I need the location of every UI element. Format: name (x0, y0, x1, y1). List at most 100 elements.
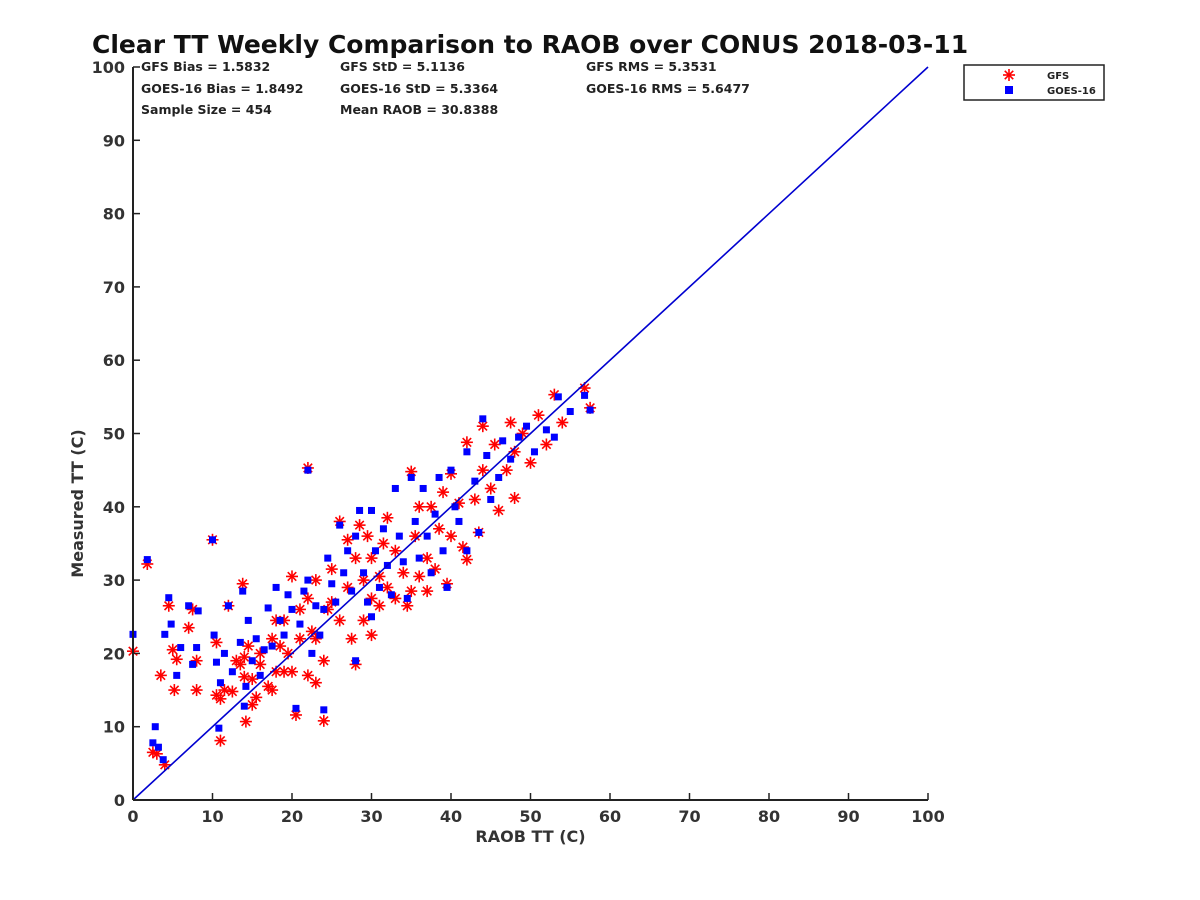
goes-point (411, 517, 419, 525)
gfs-point (254, 658, 267, 671)
goes-point (356, 506, 364, 514)
goes-point (375, 583, 383, 591)
gfs-point (166, 643, 179, 656)
gfs-point (341, 533, 354, 546)
goes-point (167, 620, 175, 628)
goes-point (149, 739, 157, 747)
goes-point (451, 503, 459, 511)
gfs-point (460, 436, 473, 449)
x-tick-label: 50 (519, 807, 541, 826)
gfs-point (162, 599, 175, 612)
gfs-point (357, 614, 370, 627)
goes-point (371, 547, 379, 555)
y-tick-label: 0 (114, 791, 125, 810)
goes-point (554, 393, 562, 401)
gfs-point (500, 464, 513, 477)
x-tick-label: 40 (440, 807, 462, 826)
goes-series (129, 391, 594, 764)
goes-point (479, 415, 487, 423)
gfs-point (468, 493, 481, 506)
x-ticks: 0 10 20 30 40 50 60 70 80 90 100 (127, 793, 945, 826)
gfs-point (492, 504, 505, 517)
gfs-point (365, 629, 378, 642)
goes-point (352, 657, 360, 665)
y-tick-label: 90 (103, 131, 125, 150)
gfs-point (397, 566, 410, 579)
goes-point (209, 536, 216, 544)
goes-point (312, 602, 320, 610)
goes-point (463, 547, 471, 555)
one-to-one-line (132, 66, 929, 801)
goes-point (216, 679, 224, 687)
gfs-point (476, 464, 489, 477)
goes-point (260, 646, 268, 654)
goes-point (276, 616, 284, 624)
y-ticks: 0 10 20 30 40 50 60 70 80 90 100 (92, 58, 140, 810)
goes-point (455, 517, 463, 525)
goes-point (423, 532, 431, 540)
gfs-point (421, 552, 434, 565)
goes-point (173, 671, 181, 679)
goes-point (439, 547, 447, 555)
gfs-point (405, 585, 418, 598)
gfs-point (282, 647, 295, 660)
gfs-point (349, 552, 362, 565)
goes-point (244, 616, 252, 624)
gfs-point (190, 684, 203, 697)
stat-goes-rms: GOES-16 RMS = 5.6477 (586, 81, 750, 96)
legend-box (963, 64, 1105, 101)
goes-point (581, 391, 589, 399)
legend: GFS GOES-16 (963, 64, 1105, 101)
gfs-point (274, 640, 287, 653)
y-tick-label: 60 (103, 351, 125, 370)
gfs-point (168, 684, 181, 697)
gfs-point (524, 456, 537, 469)
x-axis-label: RAOB TT (C) (475, 827, 585, 846)
goes-point (352, 532, 360, 540)
legend-gfs-asterisk (1003, 69, 1015, 81)
stat-gfs-bias: GFS Bias = 1.5832 (141, 59, 271, 74)
goes-point (280, 631, 288, 639)
gfs-point (246, 673, 259, 686)
goes-point (387, 591, 395, 599)
x-tick-label: 100 (911, 807, 944, 826)
goes-point (499, 437, 507, 445)
y-tick-label: 10 (103, 718, 125, 737)
goes-point (185, 602, 193, 610)
x-tick-label: 30 (360, 807, 382, 826)
x-tick-label: 60 (599, 807, 621, 826)
goes-point (431, 510, 439, 518)
gfs-point (170, 653, 183, 666)
goes-point (304, 466, 312, 474)
gfs-point (484, 482, 497, 495)
goes-point (316, 631, 324, 639)
gfs-point (389, 544, 402, 557)
gfs-point (182, 621, 195, 634)
legend-gfs-marker (1003, 69, 1015, 81)
goes-point (151, 723, 159, 731)
gfs-point (532, 409, 545, 422)
goes-point (336, 521, 344, 529)
gfs-point (154, 669, 167, 682)
goes-point (242, 682, 250, 690)
x-tick-label: 20 (281, 807, 303, 826)
goes-point (212, 658, 220, 666)
gfs-point (460, 553, 473, 566)
goes-point (395, 532, 403, 540)
gfs-point (317, 654, 330, 667)
goes-point (340, 569, 348, 577)
goes-point (210, 631, 218, 639)
y-tick-label: 80 (103, 205, 125, 224)
gfs-point (234, 658, 247, 671)
goes-point (320, 605, 328, 613)
goes-point (407, 473, 415, 481)
goes-point (332, 598, 340, 606)
gfs-point (488, 438, 501, 451)
gfs-point (345, 632, 358, 645)
goes-point (324, 554, 332, 562)
legend-gfs-label: GFS (1047, 71, 1069, 82)
goes-point (542, 426, 550, 434)
goes-point (328, 580, 336, 588)
goes-point (288, 605, 296, 613)
